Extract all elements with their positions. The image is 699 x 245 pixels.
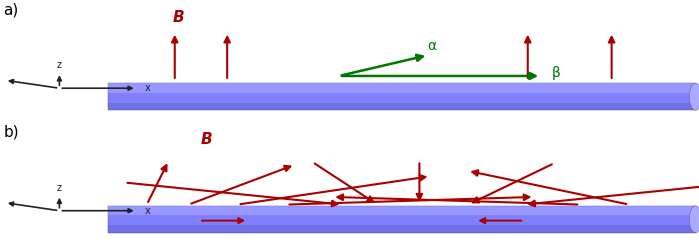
Text: B: B: [173, 10, 184, 24]
Polygon shape: [108, 206, 696, 215]
Polygon shape: [108, 225, 696, 233]
Text: x: x: [145, 83, 151, 93]
Ellipse shape: [689, 206, 699, 233]
Polygon shape: [108, 83, 696, 93]
Text: z: z: [57, 183, 62, 193]
Polygon shape: [108, 206, 696, 233]
Text: α: α: [427, 39, 436, 53]
Polygon shape: [108, 103, 696, 110]
Ellipse shape: [689, 83, 699, 110]
Text: z: z: [57, 61, 62, 71]
Text: a): a): [3, 2, 19, 17]
Text: B: B: [201, 132, 212, 147]
Text: b): b): [3, 125, 19, 140]
Text: β: β: [552, 66, 561, 81]
Text: x: x: [145, 206, 151, 216]
Polygon shape: [108, 83, 696, 110]
